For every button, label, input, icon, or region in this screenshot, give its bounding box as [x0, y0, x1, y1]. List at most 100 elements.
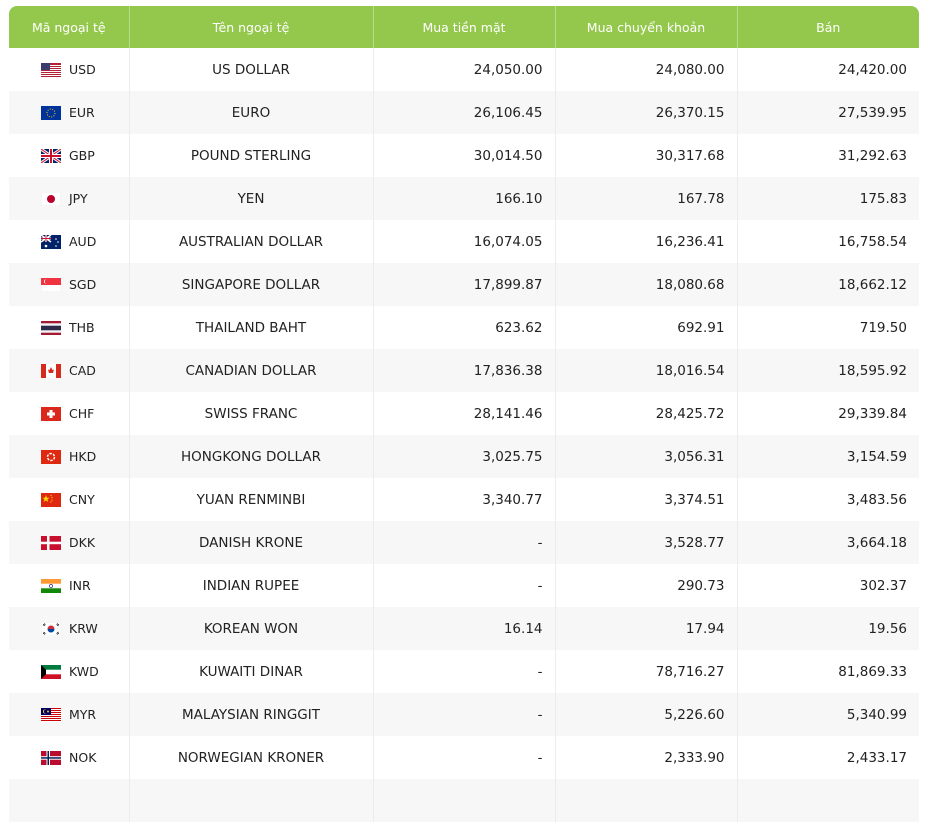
cell: KUWAITI DINAR	[128, 650, 373, 693]
cell: 3,483.56	[736, 478, 919, 521]
currency-code: SGD	[69, 276, 97, 292]
cell: -	[372, 521, 555, 564]
rate-value: 30,317.68	[655, 147, 725, 164]
cell: SGD	[9, 263, 129, 306]
currency-code: GBP	[69, 147, 95, 163]
rate-value: 3,664.18	[846, 534, 907, 551]
page: Mã ngoại tệ Tên ngoại tệ Mua tiền mặt Mua c…	[9, 6, 919, 822]
cell: DANISH KRONE	[128, 521, 373, 564]
flag	[40, 234, 61, 250]
cell: 28,425.72	[554, 392, 737, 435]
rate-value: 175.83	[859, 190, 907, 207]
cell: 692.91	[554, 306, 737, 349]
flag	[41, 407, 61, 422]
flag	[41, 106, 61, 121]
flag	[40, 665, 62, 680]
cell: 3,056.31	[554, 435, 737, 478]
currency-name: YEN	[237, 190, 265, 207]
rate-value: 2,433.17	[846, 749, 907, 766]
empty-cell	[372, 779, 555, 822]
rate-value: -	[537, 534, 543, 551]
rate-value: 26,106.45	[473, 104, 543, 121]
rate-value: 26,370.15	[655, 104, 725, 121]
rate-value: 24,080.00	[655, 61, 725, 78]
rate-row: KWD KUWAITI DINAR - 78,716.27 81,869.33	[9, 650, 919, 693]
cell: 18,080.68	[554, 263, 737, 306]
currency-code: USD	[69, 61, 96, 77]
cell: 26,106.45	[372, 91, 555, 134]
cell: 18,016.54	[554, 349, 737, 392]
cell: 3,025.75	[372, 435, 555, 478]
flag	[40, 148, 62, 165]
rate-value: 5,340.99	[846, 706, 907, 723]
rate-value: 3,374.51	[664, 491, 725, 508]
cell: 18,595.92	[736, 349, 919, 392]
rate-value: 692.91	[677, 319, 725, 336]
rate-value: 167.78	[677, 190, 725, 207]
cell: CHF	[9, 392, 129, 435]
cell: 31,292.63	[736, 134, 919, 177]
currency-code: KRW	[69, 620, 98, 636]
currency-code: KWD	[69, 663, 99, 679]
cell: HONGKONG DOLLAR	[128, 435, 373, 478]
currency-name: MALAYSIAN RINGGIT	[182, 706, 320, 723]
column-header: Tên ngoại tệ	[128, 6, 373, 48]
rate-value: 16,074.05	[473, 233, 543, 250]
rate-value: 19.56	[868, 620, 907, 637]
rate-value: 27,539.95	[838, 104, 907, 121]
cell: 17.94	[554, 607, 737, 650]
cell: 3,154.59	[736, 435, 919, 478]
rate-row: KRW KOREAN WON 16.14 17.94 19.56	[9, 607, 919, 650]
rate-value: 16.14	[503, 620, 543, 637]
rate-value: 28,141.46	[473, 405, 543, 422]
currency-code: INR	[69, 577, 91, 593]
currency-name: SWISS FRANC	[204, 405, 298, 422]
cell: YUAN RENMINBI	[128, 478, 373, 521]
rate-value: 5,226.60	[664, 706, 725, 723]
currency-code: JPY	[69, 190, 88, 206]
currency-name: THAILAND BAHT	[195, 319, 307, 336]
currency-name: SINGAPORE DOLLAR	[181, 276, 321, 293]
currency-code: MYR	[69, 706, 97, 722]
flag	[41, 63, 61, 78]
currency-code: CAD	[69, 362, 96, 378]
rate-row: HKD HONGKONG DOLLAR 3,025.75 3,056.31 3,154.…	[9, 435, 919, 478]
empty-cell	[128, 779, 373, 822]
currency-code: EUR	[69, 104, 95, 120]
currency-name: AUSTRALIAN DOLLAR	[178, 233, 324, 250]
flag	[41, 493, 61, 508]
cell: 3,374.51	[554, 478, 737, 521]
currency-code: CNY	[69, 491, 95, 507]
rate-value: 18,080.68	[655, 276, 725, 293]
cell: HKD	[9, 435, 129, 478]
rate-value: 16,758.54	[838, 233, 907, 250]
cell: NOK	[9, 736, 129, 779]
rate-value: 24,420.00	[838, 61, 907, 78]
cell: 81,869.33	[736, 650, 919, 693]
currency-name: EURO	[231, 104, 271, 121]
empty-cell	[9, 779, 129, 822]
rate-value: 3,483.56	[846, 491, 907, 508]
cell: AUD	[9, 220, 129, 263]
cell: 16.14	[372, 607, 555, 650]
cell: 623.62	[372, 306, 555, 349]
cell: KRW	[9, 607, 129, 650]
column-header: Mã ngoại tệ	[9, 6, 129, 48]
column-header: Mua chuyển khoản	[554, 6, 737, 48]
cell: NORWEGIAN KRONER	[128, 736, 373, 779]
rate-value: 16,236.41	[655, 233, 725, 250]
cell: KWD	[9, 650, 129, 693]
currency-name: CANADIAN DOLLAR	[185, 362, 317, 379]
cell: JPY	[9, 177, 129, 220]
rate-value: 719.50	[859, 319, 907, 336]
currency-code: CHF	[69, 405, 95, 421]
rate-value: 3,340.77	[482, 491, 543, 508]
rate-value: 3,056.31	[664, 448, 725, 465]
cell: 3,528.77	[554, 521, 737, 564]
rate-value: 78,716.27	[655, 663, 725, 680]
cell: SINGAPORE DOLLAR	[128, 263, 373, 306]
cell: CNY	[9, 478, 129, 521]
currency-code: AUD	[69, 233, 97, 249]
cell: 5,226.60	[554, 693, 737, 736]
rate-row: USD US DOLLAR 24,050.00 24,080.00 24,420.00	[9, 48, 919, 91]
